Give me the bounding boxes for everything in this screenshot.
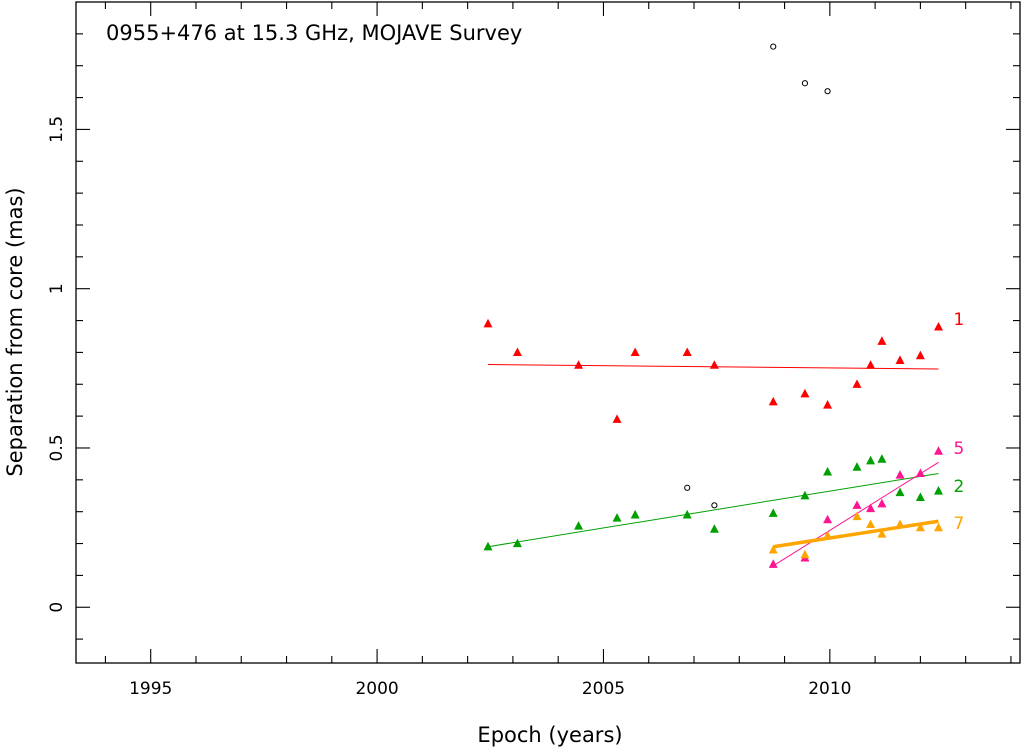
x-tick-label: 2010 <box>808 679 851 699</box>
point-1 <box>768 396 778 406</box>
x-axis: 1995 2000 2005 2010 <box>104 2 1012 699</box>
point-2 <box>895 487 905 497</box>
point-2 <box>612 513 622 522</box>
plot-frame <box>75 1 1021 664</box>
point-2 <box>877 454 887 463</box>
point-7 <box>895 519 905 529</box>
point-7 <box>915 522 925 532</box>
series-label-5: 5 <box>954 439 965 459</box>
point-2 <box>852 462 862 471</box>
point-5 <box>768 559 778 568</box>
y-tick-label: 0.5 <box>47 434 67 461</box>
y-tick-label: 0 <box>47 602 67 613</box>
point-5 <box>823 514 833 524</box>
point-1 <box>877 336 887 345</box>
point-2 <box>866 455 876 465</box>
point-unassociated <box>801 80 809 87</box>
point-unassociated <box>770 43 777 50</box>
point-7 <box>866 519 876 529</box>
point-1 <box>483 318 493 328</box>
x-tick-label: 1995 <box>129 679 172 699</box>
point-1 <box>630 347 640 357</box>
y-axis: 0 0.5 1 1.5 <box>47 33 1020 640</box>
point-7 <box>800 549 810 559</box>
point-7 <box>877 529 887 538</box>
point-2 <box>630 509 640 519</box>
point-2 <box>934 486 944 495</box>
point-2 <box>709 524 719 533</box>
point-7 <box>823 530 833 540</box>
y-tick-label: 1.5 <box>47 116 67 143</box>
x-tick-label: 2000 <box>355 679 398 699</box>
point-2 <box>682 509 692 519</box>
point-5 <box>866 503 876 513</box>
data-points <box>483 43 944 568</box>
point-2 <box>483 541 493 551</box>
point-7 <box>852 511 862 521</box>
point-unassociated <box>711 502 718 509</box>
point-1 <box>709 360 719 369</box>
point-2 <box>915 492 925 501</box>
point-1 <box>934 321 944 331</box>
chart-title: 0955+476 at 15.3 GHz, MOJAVE Survey <box>106 21 522 45</box>
point-1 <box>866 360 876 369</box>
point-1 <box>895 355 905 364</box>
series-label-2: 2 <box>954 477 965 497</box>
point-5 <box>895 470 905 479</box>
fit-line-7 <box>772 519 939 549</box>
point-2 <box>823 466 833 476</box>
point-5 <box>877 498 887 508</box>
x-axis-title: Epoch (years) <box>477 723 622 747</box>
point-1 <box>823 400 833 409</box>
point-2 <box>800 490 810 500</box>
point-unassociated <box>684 484 691 491</box>
point-5 <box>934 446 944 455</box>
fit-lines <box>487 364 939 567</box>
fit-line-2 <box>487 472 939 548</box>
point-7 <box>934 522 944 532</box>
point-2 <box>512 538 522 548</box>
point-1 <box>800 388 810 398</box>
point-1 <box>574 360 584 369</box>
point-1 <box>682 347 692 357</box>
point-1 <box>512 347 522 357</box>
point-5 <box>852 500 862 509</box>
point-5 <box>915 468 925 478</box>
x-tick-label: 2005 <box>582 679 625 699</box>
y-axis-title: Separation from core (mas) <box>3 187 27 476</box>
point-1 <box>612 414 622 423</box>
y-tick-label: 1 <box>47 283 67 294</box>
point-1 <box>852 379 862 388</box>
series-label-7: 7 <box>954 514 965 534</box>
point-2 <box>768 508 778 517</box>
point-unassociated <box>824 88 831 95</box>
point-2 <box>574 521 584 530</box>
series-label-1: 1 <box>954 310 965 330</box>
point-7 <box>768 544 778 554</box>
point-1 <box>915 350 925 360</box>
series-labels: 1 2 5 7 <box>954 310 965 534</box>
